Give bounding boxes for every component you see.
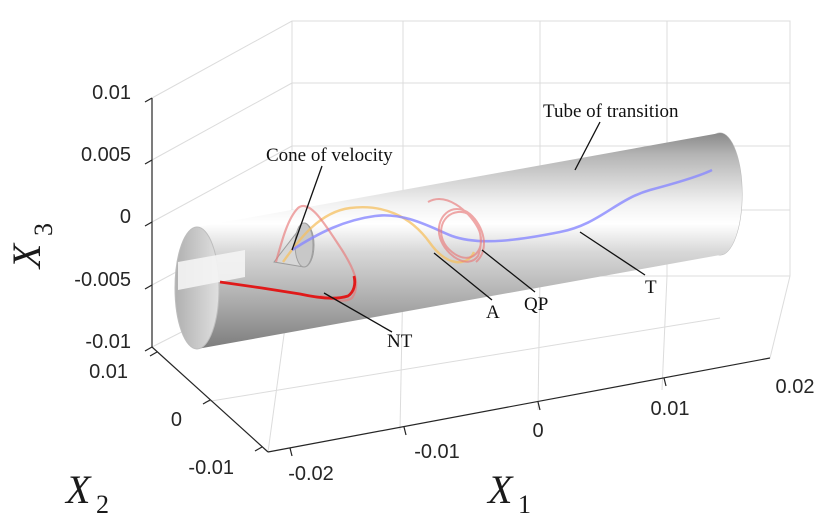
y-tick-label: 0.01 (89, 361, 128, 383)
x-tick-label: 0.01 (651, 398, 690, 420)
tube-of-transition (174, 132, 743, 350)
x-tick-label: 0.02 (776, 376, 815, 398)
annotation-cone: Cone of velocity (266, 145, 393, 166)
svg-text:X: X (64, 467, 92, 512)
svg-text:1: 1 (518, 490, 531, 514)
z-tick-label: 0.005 (81, 144, 131, 166)
z-axis-label: X 3 (4, 223, 58, 270)
z-tick-label: -0.005 (74, 269, 131, 291)
series-line-t (291, 168, 713, 252)
svg-text:X: X (4, 242, 49, 270)
y-tick-label: 0 (171, 409, 182, 431)
x-tick-label: 0 (532, 420, 543, 442)
z-tick-label: 0 (120, 206, 131, 228)
trajectories (219, 168, 713, 302)
x-tick-label: -0.02 (288, 463, 334, 485)
z-tick-label: 0.01 (92, 82, 131, 104)
z-tick-label: -0.01 (85, 331, 131, 353)
y-axis: 0.01 0 -0.01 (89, 351, 263, 479)
series-line-nt (219, 275, 357, 300)
y-axis-label: X 2 (64, 467, 109, 514)
x-axis-label: X 1 (486, 467, 531, 514)
annotation-t: T (645, 277, 657, 298)
annotations: Tube of transition Cone of velocity NT A… (266, 101, 679, 352)
svg-text:3: 3 (29, 223, 58, 236)
annotation-tube: Tube of transition (543, 101, 679, 122)
axis-labels: X 3 X 2 X 1 (4, 223, 531, 514)
series-line-a (282, 206, 476, 264)
z-axis: 0.01 0.005 0 -0.005 -0.01 (74, 82, 153, 353)
annotation-a: A (486, 302, 500, 323)
series-line-cone-loop (274, 204, 358, 302)
y-tick-label: -0.01 (188, 457, 234, 479)
x-tick-label: -0.01 (414, 441, 460, 463)
svg-text:2: 2 (96, 490, 109, 514)
annotation-qp: QP (524, 294, 548, 315)
series-line-qp (427, 198, 485, 263)
svg-text:X: X (486, 467, 514, 512)
x-axis: -0.02 -0.01 0 0.01 0.02 (288, 376, 814, 485)
annotation-nt: NT (387, 331, 413, 352)
